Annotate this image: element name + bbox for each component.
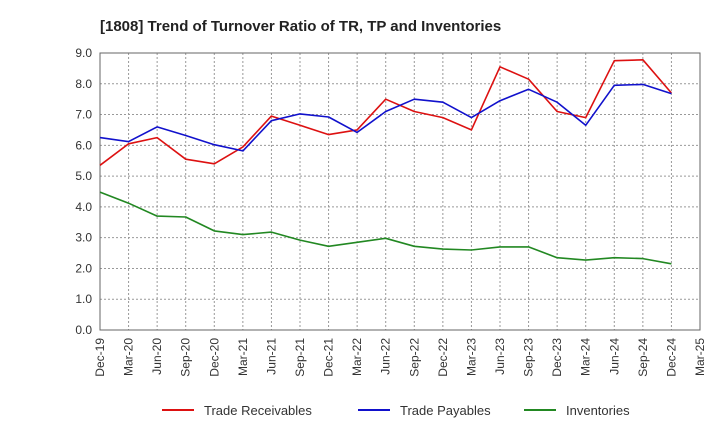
axes <box>99 52 701 331</box>
y-tick-label: 7.0 <box>75 108 92 122</box>
x-tick-label: Dec-21 <box>322 338 336 377</box>
x-tick-label: Jun-20 <box>150 338 164 375</box>
x-tick-label: Dec-20 <box>207 338 221 377</box>
plot-area <box>100 53 700 330</box>
x-tick-label: Jun-21 <box>264 338 278 375</box>
series-lines <box>99 58 673 265</box>
y-tick-label: 1.0 <box>75 292 92 306</box>
y-tick-label: 3.0 <box>75 231 92 245</box>
grid <box>100 52 700 331</box>
x-tick-label: Dec-23 <box>550 338 564 377</box>
x-tick-label: Jun-22 <box>379 338 393 375</box>
y-tick-label: 9.0 <box>75 46 92 60</box>
legend-label: Inventories <box>566 403 630 418</box>
x-tick-label: Sep-22 <box>407 338 421 377</box>
x-tick-label: Sep-24 <box>636 338 650 377</box>
x-tick-label: Jun-24 <box>607 338 621 375</box>
legend: Trade Receivables Trade Payables Inventori… <box>162 403 630 418</box>
x-tick-label: Jun-23 <box>493 338 507 375</box>
x-tick-label: Dec-19 <box>93 338 107 377</box>
x-tick-label: Mar-23 <box>464 338 478 376</box>
chart-title: [1808] Trend of Turnover Ratio of TR, TP… <box>100 18 501 35</box>
y-tick-label: 5.0 <box>75 169 92 183</box>
series-line-trade-receivables <box>99 58 673 166</box>
y-axis-tick-labels: 0.0 1.0 2.0 3.0 4.0 5.0 6.0 7.0 8.0 9.0 <box>75 46 92 337</box>
plot-frame <box>99 52 701 331</box>
series-line-inventories <box>99 191 672 265</box>
x-tick-label: Mar-24 <box>579 338 593 376</box>
x-tick-label: Dec-24 <box>664 338 678 377</box>
y-tick-label: 0.0 <box>75 323 92 337</box>
y-tick-label: 8.0 <box>75 77 92 91</box>
y-tick-label: 2.0 <box>75 261 92 275</box>
x-tick-label: Mar-22 <box>350 338 364 376</box>
y-tick-label: 6.0 <box>75 138 92 152</box>
x-tick-label: Sep-23 <box>522 338 536 377</box>
series-line-trade-payables <box>99 83 672 152</box>
x-tick-label: Sep-20 <box>179 338 193 377</box>
x-axis-tick-labels: Dec-19 Mar-20 Jun-20 Sep-20 Dec-20 Mar-21 Jun-… <box>93 338 707 377</box>
x-tick-label: Mar-25 <box>693 338 707 376</box>
x-tick-label: Dec-22 <box>436 338 450 377</box>
x-tick-label: Mar-21 <box>236 338 250 376</box>
x-tick-label: Sep-21 <box>293 338 307 377</box>
y-tick-label: 4.0 <box>75 200 92 214</box>
legend-label: Trade Receivables <box>204 403 312 418</box>
x-tick-label: Mar-20 <box>122 338 136 376</box>
legend-label: Trade Payables <box>400 403 491 418</box>
